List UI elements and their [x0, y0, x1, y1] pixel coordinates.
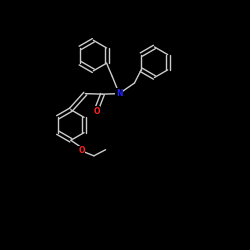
Text: O: O [93, 107, 100, 116]
Text: N: N [116, 89, 122, 98]
Text: O: O [78, 146, 85, 155]
